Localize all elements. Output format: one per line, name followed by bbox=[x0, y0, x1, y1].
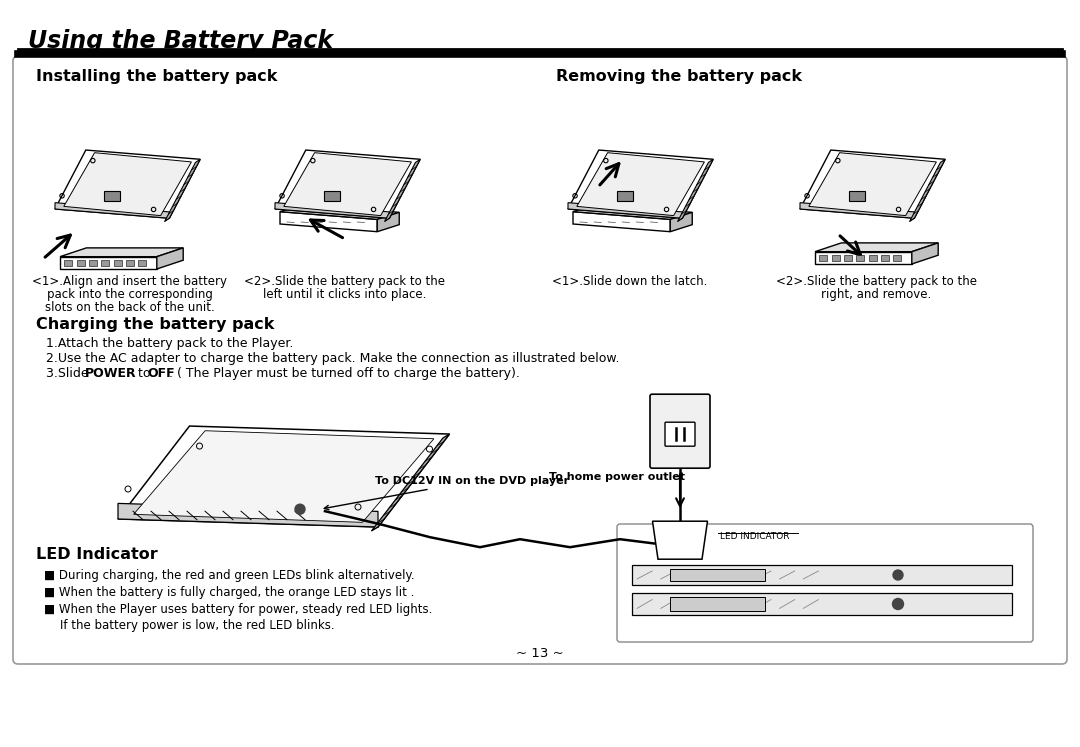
Polygon shape bbox=[881, 255, 889, 261]
Polygon shape bbox=[800, 150, 945, 218]
Text: pack into the corresponding: pack into the corresponding bbox=[48, 288, 213, 301]
Polygon shape bbox=[134, 431, 434, 522]
Polygon shape bbox=[832, 255, 839, 261]
Polygon shape bbox=[113, 260, 122, 266]
FancyBboxPatch shape bbox=[13, 56, 1067, 664]
Polygon shape bbox=[618, 190, 633, 201]
FancyBboxPatch shape bbox=[632, 593, 1012, 615]
Polygon shape bbox=[65, 260, 72, 266]
Text: ■ During charging, the red and green LEDs blink alternatively.: ■ During charging, the red and green LED… bbox=[44, 569, 415, 582]
FancyBboxPatch shape bbox=[665, 422, 696, 446]
Polygon shape bbox=[118, 503, 378, 527]
FancyBboxPatch shape bbox=[617, 524, 1032, 642]
Text: OFF: OFF bbox=[147, 367, 175, 380]
Polygon shape bbox=[275, 150, 420, 218]
Polygon shape bbox=[800, 202, 915, 218]
Text: Using the Battery Pack: Using the Battery Pack bbox=[28, 29, 333, 53]
Polygon shape bbox=[89, 260, 97, 266]
Text: ■ When the Player uses battery for power, steady red LED lights.: ■ When the Player uses battery for power… bbox=[44, 603, 432, 616]
Polygon shape bbox=[280, 211, 377, 232]
Text: ~ 13 ~: ~ 13 ~ bbox=[516, 647, 564, 660]
Polygon shape bbox=[893, 255, 901, 261]
Polygon shape bbox=[105, 190, 120, 201]
Text: LED Indicator: LED Indicator bbox=[36, 547, 158, 562]
Polygon shape bbox=[55, 202, 170, 218]
Text: ■ When the battery is fully charged, the orange LED stays lit .: ■ When the battery is fully charged, the… bbox=[44, 586, 415, 599]
Polygon shape bbox=[77, 260, 84, 266]
Polygon shape bbox=[573, 211, 671, 232]
Polygon shape bbox=[157, 248, 184, 269]
Polygon shape bbox=[55, 150, 200, 218]
Text: To DC12V IN on the DVD player: To DC12V IN on the DVD player bbox=[324, 476, 569, 509]
Text: 2.Use the AC adapter to charge the battery pack. Make the connection as illustra: 2.Use the AC adapter to charge the batte… bbox=[46, 352, 620, 365]
Polygon shape bbox=[815, 243, 939, 252]
Circle shape bbox=[893, 570, 903, 580]
Text: . ( The Player must be turned off to charge the battery).: . ( The Player must be turned off to cha… bbox=[168, 367, 519, 380]
Polygon shape bbox=[118, 426, 449, 527]
FancyBboxPatch shape bbox=[650, 394, 710, 468]
Polygon shape bbox=[815, 252, 912, 264]
FancyBboxPatch shape bbox=[632, 565, 1012, 585]
Text: to: to bbox=[134, 367, 154, 380]
Polygon shape bbox=[568, 202, 683, 218]
Text: slots on the back of the unit.: slots on the back of the unit. bbox=[45, 301, 215, 314]
Polygon shape bbox=[126, 260, 134, 266]
Polygon shape bbox=[324, 190, 340, 201]
Text: If the battery power is low, the red LED blinks.: If the battery power is low, the red LED… bbox=[60, 619, 335, 632]
FancyBboxPatch shape bbox=[670, 569, 765, 581]
Polygon shape bbox=[64, 152, 191, 216]
Polygon shape bbox=[573, 205, 692, 220]
Text: Installing the battery pack: Installing the battery pack bbox=[36, 69, 278, 84]
Polygon shape bbox=[372, 434, 449, 531]
Text: <2>.Slide the battery pack to the: <2>.Slide the battery pack to the bbox=[775, 275, 976, 288]
Polygon shape bbox=[868, 255, 877, 261]
Polygon shape bbox=[102, 260, 109, 266]
Text: <1>.Slide down the latch.: <1>.Slide down the latch. bbox=[552, 275, 707, 288]
Polygon shape bbox=[60, 257, 157, 269]
Polygon shape bbox=[275, 202, 390, 218]
Polygon shape bbox=[652, 521, 707, 560]
Polygon shape bbox=[809, 152, 936, 216]
Polygon shape bbox=[909, 159, 945, 221]
Polygon shape bbox=[284, 152, 411, 216]
Polygon shape bbox=[820, 255, 827, 261]
Polygon shape bbox=[384, 159, 420, 221]
Polygon shape bbox=[164, 159, 200, 221]
Polygon shape bbox=[577, 152, 704, 216]
Polygon shape bbox=[377, 212, 400, 232]
Circle shape bbox=[892, 598, 904, 610]
Circle shape bbox=[295, 504, 305, 514]
Text: Charging the battery pack: Charging the battery pack bbox=[36, 317, 274, 332]
Polygon shape bbox=[849, 190, 865, 201]
Polygon shape bbox=[138, 260, 146, 266]
Text: POWER: POWER bbox=[85, 367, 137, 380]
Text: To home power outlet: To home power outlet bbox=[549, 472, 685, 483]
Polygon shape bbox=[280, 205, 400, 220]
FancyBboxPatch shape bbox=[670, 598, 765, 610]
Text: right, and remove.: right, and remove. bbox=[821, 288, 931, 301]
Polygon shape bbox=[677, 159, 713, 221]
Text: Removing the battery pack: Removing the battery pack bbox=[556, 69, 802, 84]
Polygon shape bbox=[671, 212, 692, 232]
Polygon shape bbox=[912, 243, 939, 264]
Text: 1.Attach the battery pack to the Player.: 1.Attach the battery pack to the Player. bbox=[46, 337, 294, 350]
Polygon shape bbox=[845, 255, 852, 261]
Text: LED INDICATOR: LED INDICATOR bbox=[720, 532, 789, 541]
Polygon shape bbox=[568, 150, 713, 218]
Polygon shape bbox=[856, 255, 864, 261]
Polygon shape bbox=[60, 248, 184, 257]
Text: 3.Slide: 3.Slide bbox=[46, 367, 93, 380]
Text: <1>.Align and insert the battery: <1>.Align and insert the battery bbox=[32, 275, 228, 288]
Text: left until it clicks into place.: left until it clicks into place. bbox=[264, 288, 427, 301]
Text: <2>.Slide the battery pack to the: <2>.Slide the battery pack to the bbox=[244, 275, 446, 288]
